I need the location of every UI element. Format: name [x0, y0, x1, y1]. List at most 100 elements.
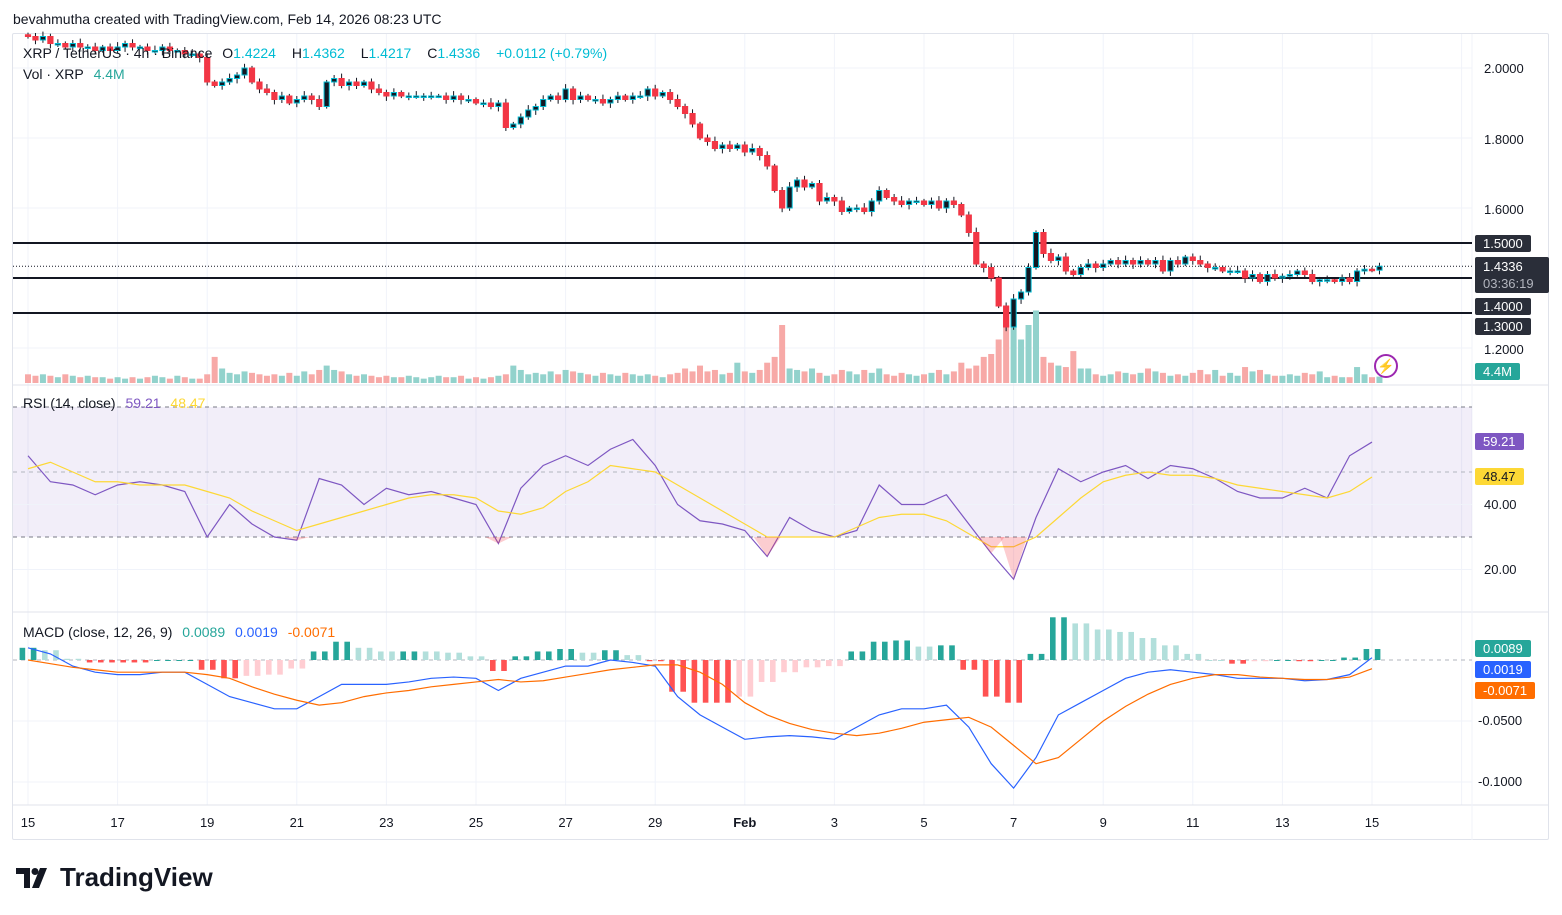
volume-bar [54, 377, 61, 383]
candles [24, 31, 1383, 332]
candle-up [301, 95, 308, 100]
candle-down [256, 81, 263, 90]
volume-bar [196, 378, 203, 383]
candle-down [689, 113, 696, 125]
volume-bar [84, 375, 91, 383]
close-number: 1.4336 [437, 45, 481, 61]
candle-down [1003, 305, 1010, 328]
candle-down [599, 99, 607, 104]
candle-up [607, 99, 614, 104]
volume-bar [234, 374, 241, 383]
volume-bar [674, 372, 681, 383]
candle-down [1241, 270, 1249, 279]
macd-histogram-bar [938, 645, 944, 660]
candle-down [816, 183, 823, 202]
candle-up [868, 200, 875, 212]
candle-up [293, 99, 300, 104]
macd-histogram-bar [142, 660, 149, 663]
candle-up [644, 88, 651, 97]
time-tick: 11 [1186, 815, 1200, 830]
macd-histogram-bar [770, 660, 776, 682]
rsi-tick: 20.00 [1484, 562, 1517, 577]
rsi-value: 59.21 [125, 395, 161, 411]
macd-histogram-bar [859, 651, 866, 660]
volume-bar [405, 375, 412, 383]
macd-histogram-bar [546, 651, 552, 660]
chart-frame [12, 33, 1549, 840]
volume-bar [741, 371, 748, 383]
volume-bar [585, 374, 591, 383]
time-tick: 23 [379, 815, 394, 830]
candle-down [711, 141, 719, 149]
candle-down [1092, 263, 1099, 268]
candle-down [1129, 260, 1137, 265]
macd-histogram-bar [826, 660, 832, 667]
macd-histogram-bar [1307, 660, 1314, 662]
candle-down [771, 165, 778, 191]
volume-bar [801, 371, 808, 383]
last-price-tag: 1.4336 03:36:19 [1475, 257, 1549, 293]
candle-up [1324, 279, 1331, 282]
candle-down [502, 102, 509, 128]
macd-line [27, 647, 1373, 790]
candle-up [1182, 256, 1189, 265]
macd-histogram-bar [602, 650, 608, 660]
volume-bar [502, 374, 509, 383]
candle-up [1152, 260, 1159, 265]
volume-bar [1257, 369, 1263, 383]
candle-up [1107, 260, 1114, 265]
volume-bar [1316, 371, 1323, 383]
volume-bar [1003, 325, 1010, 383]
candle-down [383, 92, 390, 97]
volume-bar [1107, 374, 1114, 383]
candle-up [465, 99, 472, 102]
macd-histogram-bar [702, 660, 709, 703]
candle-down [891, 197, 898, 202]
volume-bar [906, 374, 913, 383]
candle-up [450, 95, 457, 100]
candle-up [390, 92, 397, 97]
macd-histogram-bar [221, 660, 227, 679]
macd-histogram-bar [1206, 660, 1213, 661]
candle-up [428, 95, 435, 98]
level-tag-1.4: 1.4000 [1475, 298, 1531, 315]
lightning-icon[interactable]: ⚡ [1374, 354, 1398, 378]
volume-bar [1130, 374, 1137, 383]
rsi-legend[interactable]: RSI (14, close) 59.21 48.47 [23, 395, 211, 411]
candle-down [107, 46, 114, 51]
candle-down [965, 214, 972, 233]
tradingview-logo[interactable]: TradingView [16, 862, 213, 893]
volume-bar [831, 374, 838, 383]
macd-histogram-bar [1330, 660, 1336, 661]
volume-bars [25, 310, 1383, 383]
volume-bar [69, 375, 76, 383]
candle-up [1032, 232, 1040, 268]
volume-bar [1294, 375, 1301, 383]
volume-bar [1077, 368, 1084, 383]
macd-histogram-bar [176, 660, 182, 661]
macd-histogram-bar [523, 656, 530, 660]
macd-histogram-bar [814, 660, 821, 668]
macd-histogram-bar [1016, 660, 1022, 703]
candle-down [77, 43, 84, 48]
volume-bar [943, 374, 950, 383]
candle-up [420, 95, 427, 98]
volume-bar [764, 362, 771, 383]
candle-down [457, 95, 465, 100]
macd-histogram-bar [19, 647, 26, 660]
time-tick: 13 [1275, 815, 1290, 830]
volume-legend[interactable]: Vol · XRP 4.4M [23, 66, 131, 82]
candle-up [577, 95, 584, 100]
candle-up [1025, 267, 1032, 293]
volume-bar [965, 368, 972, 383]
candle-down [831, 197, 838, 202]
volume-bar [62, 374, 69, 383]
volume-bar [697, 365, 703, 383]
candle-down [1256, 274, 1264, 282]
volume-bar [129, 377, 136, 383]
candle-up [360, 81, 368, 86]
macd-legend[interactable]: MACD (close, 12, 26, 9) 0.0089 0.0019 -0… [23, 624, 341, 640]
candle-down [935, 200, 943, 209]
symbol-legend[interactable]: XRP / TetherUS · 4h · Binance O1.4224 H1… [23, 45, 613, 61]
